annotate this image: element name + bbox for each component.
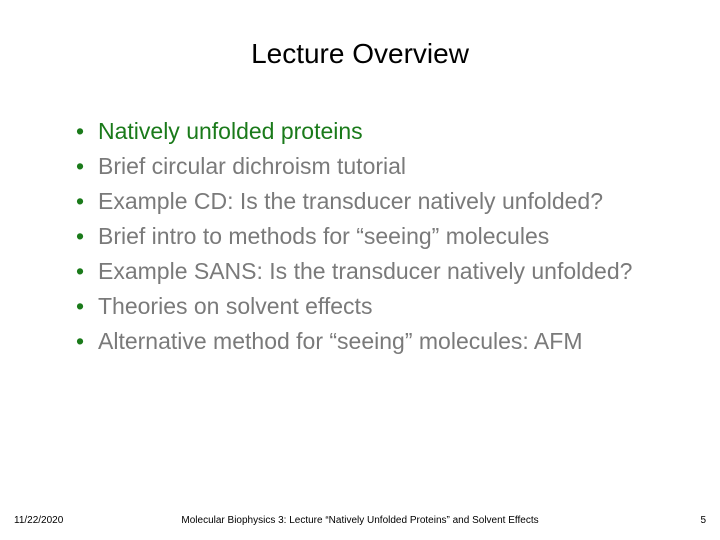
bullet-item: Brief intro to methods for “seeing” mole… — [76, 221, 672, 252]
bullet-item: Theories on solvent effects — [76, 291, 672, 322]
bullet-item: Alternative method for “seeing” molecule… — [76, 326, 672, 357]
slide: Lecture Overview Natively unfolded prote… — [0, 0, 720, 540]
bullet-item: Example CD: Is the transducer natively u… — [76, 186, 672, 217]
footer-lecture-title: Molecular Biophysics 3: Lecture “Nativel… — [0, 515, 720, 526]
bullet-item: Natively unfolded proteins — [76, 116, 672, 147]
slide-title: Lecture Overview — [48, 38, 672, 70]
bullet-item: Example SANS: Is the transducer natively… — [76, 256, 672, 287]
bullet-item: Brief circular dichroism tutorial — [76, 151, 672, 182]
bullet-list: Natively unfolded proteins Brief circula… — [48, 116, 672, 357]
footer-slide-number: 5 — [700, 515, 706, 526]
